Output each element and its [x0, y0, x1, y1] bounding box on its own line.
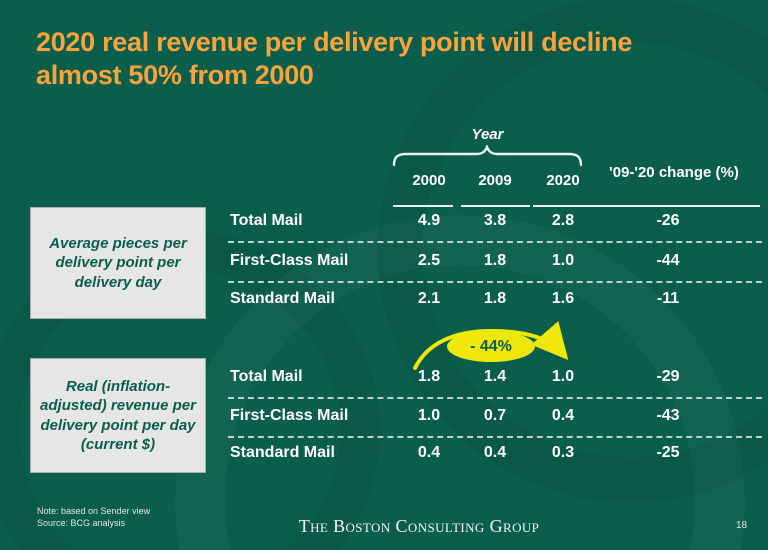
cell-value: 0.3 — [551, 444, 575, 461]
header-underline-2009 — [461, 205, 530, 207]
row-label-first-class-mail: First-Class Mail — [230, 252, 349, 269]
cell-value: 0.7 — [483, 407, 507, 424]
header-underline-change — [598, 205, 760, 207]
cell-value: 2.1 — [417, 290, 441, 307]
year-brace — [392, 145, 583, 167]
row-divider — [228, 241, 762, 243]
cell-value: 1.0 — [551, 368, 575, 385]
row-label-total-mail: Total Mail — [230, 212, 303, 229]
cell-value: 1.8 — [483, 252, 507, 269]
row-label-standard-mail: Standard Mail — [230, 290, 335, 307]
cell-value: 1.4 — [483, 368, 507, 385]
row-label-total-mail: Total Mail — [230, 368, 303, 385]
side-label-box-pieces: Average pieces per delivery point per de… — [30, 207, 206, 319]
cell-value: 1.6 — [551, 290, 575, 307]
cell-value: 1.8 — [417, 368, 441, 385]
header-underline-2000 — [393, 205, 453, 207]
row-divider — [228, 281, 762, 283]
slide-title-line2: almost 50% from 2000 — [36, 59, 314, 90]
cell-value: 1.0 — [417, 407, 441, 424]
column-header-2000: 2000 — [412, 172, 446, 189]
cell-value: -25 — [656, 444, 680, 461]
cell-value: -29 — [656, 368, 680, 385]
cell-value: 2.5 — [417, 252, 441, 269]
header-underline-2020 — [533, 205, 598, 207]
cell-value: -43 — [656, 407, 680, 424]
cell-value: 0.4 — [483, 444, 507, 461]
cell-value: -44 — [656, 252, 680, 269]
column-header-2020: 2020 — [546, 172, 580, 189]
column-header-change: '09-'20 change (%) — [609, 164, 739, 181]
decline-annotation-label: - 44% — [470, 337, 512, 355]
cell-value: -11 — [656, 290, 680, 307]
footnote: Note: based on Sender view Source: BCG a… — [37, 506, 150, 529]
cell-value: 0.4 — [551, 407, 575, 424]
side-label-box-revenue: Real (inflation-adjusted) revenue per de… — [30, 358, 206, 473]
row-divider — [228, 436, 762, 438]
slide-title-line1: 2020 real revenue per delivery point wil… — [36, 27, 633, 57]
year-group-label: Year — [471, 126, 504, 143]
cell-value: 3.8 — [483, 212, 507, 229]
row-divider — [228, 397, 762, 399]
cell-value: 1.0 — [551, 252, 575, 269]
decline-annotation-bubble: - 44% — [447, 331, 535, 362]
footnote-source-line: Source: BCG analysis — [37, 517, 126, 528]
side-label-revenue-text: Real (inflation-adjusted) revenue per de… — [40, 378, 196, 453]
footnote-note-line: Note: based on Sender view — [37, 506, 151, 516]
cell-value: 1.8 — [483, 290, 507, 307]
slide-title: 2020 real revenue per delivery point wil… — [36, 26, 746, 92]
cell-value: 2.8 — [551, 212, 575, 229]
cell-value: 0.4 — [417, 444, 441, 461]
cell-value: -26 — [656, 212, 680, 229]
column-header-2009: 2009 — [478, 172, 512, 189]
row-label-first-class-mail: First-Class Mail — [230, 407, 349, 424]
page-number: 18 — [736, 520, 748, 531]
row-label-standard-mail: Standard Mail — [230, 444, 335, 461]
side-label-pieces-text: Average pieces per delivery point per de… — [49, 235, 187, 291]
bcg-logo-text: The Boston Consulting Group — [298, 516, 540, 536]
cell-value: 4.9 — [417, 212, 441, 229]
